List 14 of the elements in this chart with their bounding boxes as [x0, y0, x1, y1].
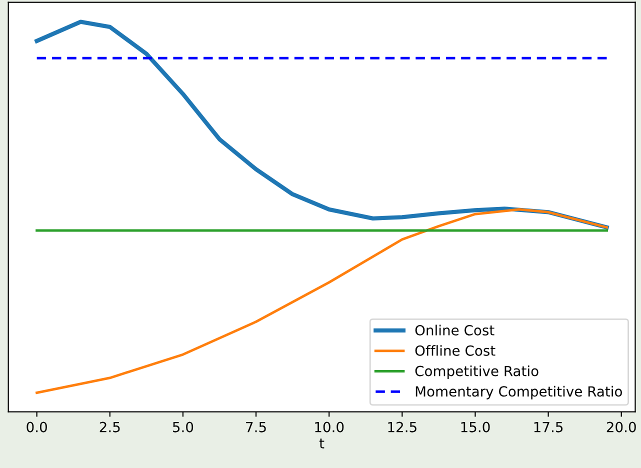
legend-label: Competitive Ratio: [415, 366, 538, 379]
x-tick-label: 12.5: [388, 422, 416, 432]
x-tick-label: 20.0: [606, 422, 636, 432]
x-tick-label: 5.0: [172, 422, 194, 432]
x-tick-label: 0.0: [26, 422, 47, 432]
legend-label: Momentary Competitive Ratio: [416, 386, 622, 400]
x-tick-label: 15.0: [461, 422, 490, 432]
legend-label: Offline Cost: [415, 345, 496, 356]
x-tick-label: 17.5: [534, 422, 563, 432]
x-tick-label: 7.5: [246, 422, 266, 432]
x-tick-label: 2.5: [100, 422, 120, 432]
legend-label: Online Cost: [415, 324, 494, 336]
x-axis-title: t: [319, 438, 324, 448]
x-tick-label: 10.0: [315, 422, 344, 432]
